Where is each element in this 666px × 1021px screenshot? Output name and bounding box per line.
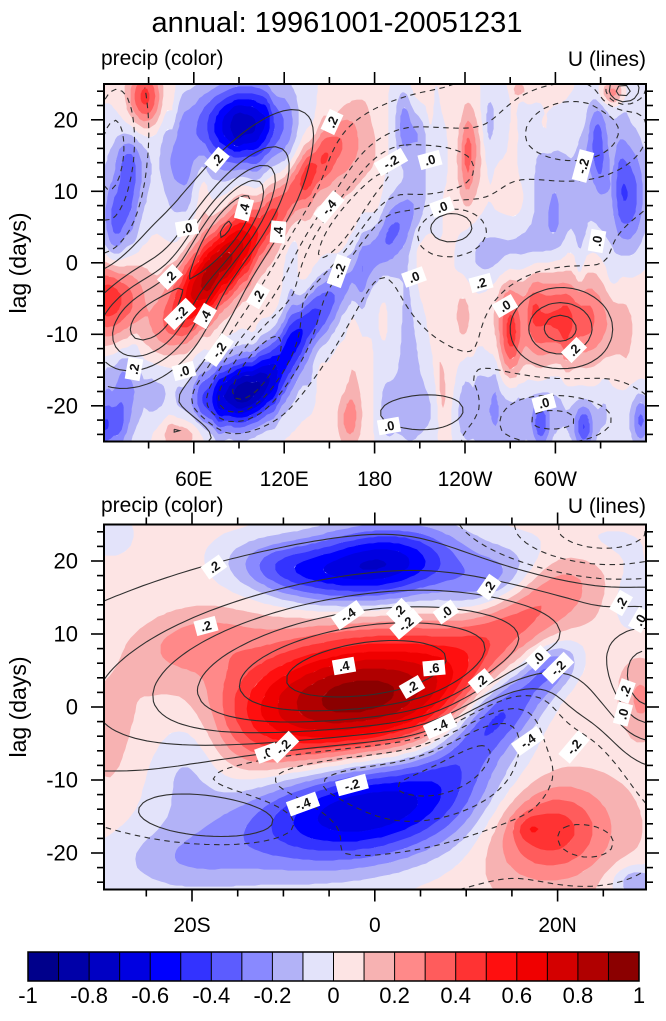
svg-text:-0.8: -0.8 xyxy=(70,983,108,1008)
svg-text:precip (color): precip (color) xyxy=(101,494,224,517)
svg-text:-10: -10 xyxy=(46,768,78,793)
svg-text:.4: .4 xyxy=(270,225,286,238)
svg-text:0.8: 0.8 xyxy=(563,983,594,1008)
svg-text:.0: .0 xyxy=(423,151,437,168)
svg-text:-0.2: -0.2 xyxy=(253,983,291,1008)
svg-text:0: 0 xyxy=(66,695,78,720)
svg-text:0.6: 0.6 xyxy=(502,983,533,1008)
svg-text:20: 20 xyxy=(54,107,78,132)
svg-text:.0: .0 xyxy=(589,234,606,247)
svg-text:-10: -10 xyxy=(46,322,78,347)
svg-text:-1: -1 xyxy=(18,983,38,1008)
svg-text:0: 0 xyxy=(327,983,339,1008)
svg-text:-0.4: -0.4 xyxy=(192,983,230,1008)
svg-text:-.2: -.2 xyxy=(395,613,416,634)
svg-text:.0: .0 xyxy=(259,744,274,762)
svg-text:-.2: -.2 xyxy=(574,157,592,176)
svg-text:.4: .4 xyxy=(337,658,351,675)
svg-text:0: 0 xyxy=(369,914,381,937)
svg-text:.0: .0 xyxy=(382,418,395,435)
svg-text:lag (days): lag (days) xyxy=(5,657,31,758)
svg-text:-0.6: -0.6 xyxy=(131,983,169,1008)
svg-text:.2: .2 xyxy=(199,617,213,634)
svg-text:20: 20 xyxy=(54,549,78,574)
svg-text:120W: 120W xyxy=(438,468,493,491)
svg-text:-.4: -.4 xyxy=(293,794,313,814)
svg-text:10: 10 xyxy=(54,179,78,204)
svg-text:-.2: -.2 xyxy=(381,152,402,173)
svg-text:1: 1 xyxy=(633,983,645,1008)
svg-text:.0: .0 xyxy=(614,707,631,721)
svg-text:precip (color): precip (color) xyxy=(101,47,224,70)
svg-text:20S: 20S xyxy=(173,914,210,937)
svg-text:0.4: 0.4 xyxy=(440,983,471,1008)
svg-text:-.2: -.2 xyxy=(209,339,230,360)
svg-text:-20: -20 xyxy=(46,393,78,418)
svg-text:-20: -20 xyxy=(46,841,78,866)
svg-text:-.2: -.2 xyxy=(343,776,362,794)
svg-text:60W: 60W xyxy=(534,468,577,491)
svg-text:-.4: -.4 xyxy=(430,716,451,736)
svg-text:-.2: -.2 xyxy=(563,736,584,757)
svg-text:U (lines): U (lines) xyxy=(568,495,646,518)
svg-text:20N: 20N xyxy=(538,914,577,937)
svg-text:10: 10 xyxy=(54,622,78,647)
svg-text:.4: .4 xyxy=(235,201,252,216)
svg-text:.0: .0 xyxy=(180,220,193,237)
svg-text:.0: .0 xyxy=(177,362,191,379)
svg-text:.6: .6 xyxy=(428,660,440,676)
svg-text:.2: .2 xyxy=(126,362,143,375)
svg-text:lag (days): lag (days) xyxy=(5,213,31,314)
svg-text:.0: .0 xyxy=(434,198,449,216)
svg-text:0: 0 xyxy=(66,250,78,275)
svg-text:.2: .2 xyxy=(616,683,634,698)
svg-text:0.2: 0.2 xyxy=(379,983,410,1008)
svg-text:.0: .0 xyxy=(406,268,421,286)
svg-text:U (lines): U (lines) xyxy=(568,48,646,71)
svg-text:60E: 60E xyxy=(175,468,212,491)
svg-text:.0: .0 xyxy=(537,394,551,411)
svg-text:annual: 19961001-20051231: annual: 19961001-20051231 xyxy=(152,7,523,39)
svg-text:.2: .2 xyxy=(474,274,488,291)
svg-text:-.2: -.2 xyxy=(329,261,348,280)
svg-text:120E: 120E xyxy=(260,468,309,491)
svg-text:180: 180 xyxy=(357,468,392,491)
